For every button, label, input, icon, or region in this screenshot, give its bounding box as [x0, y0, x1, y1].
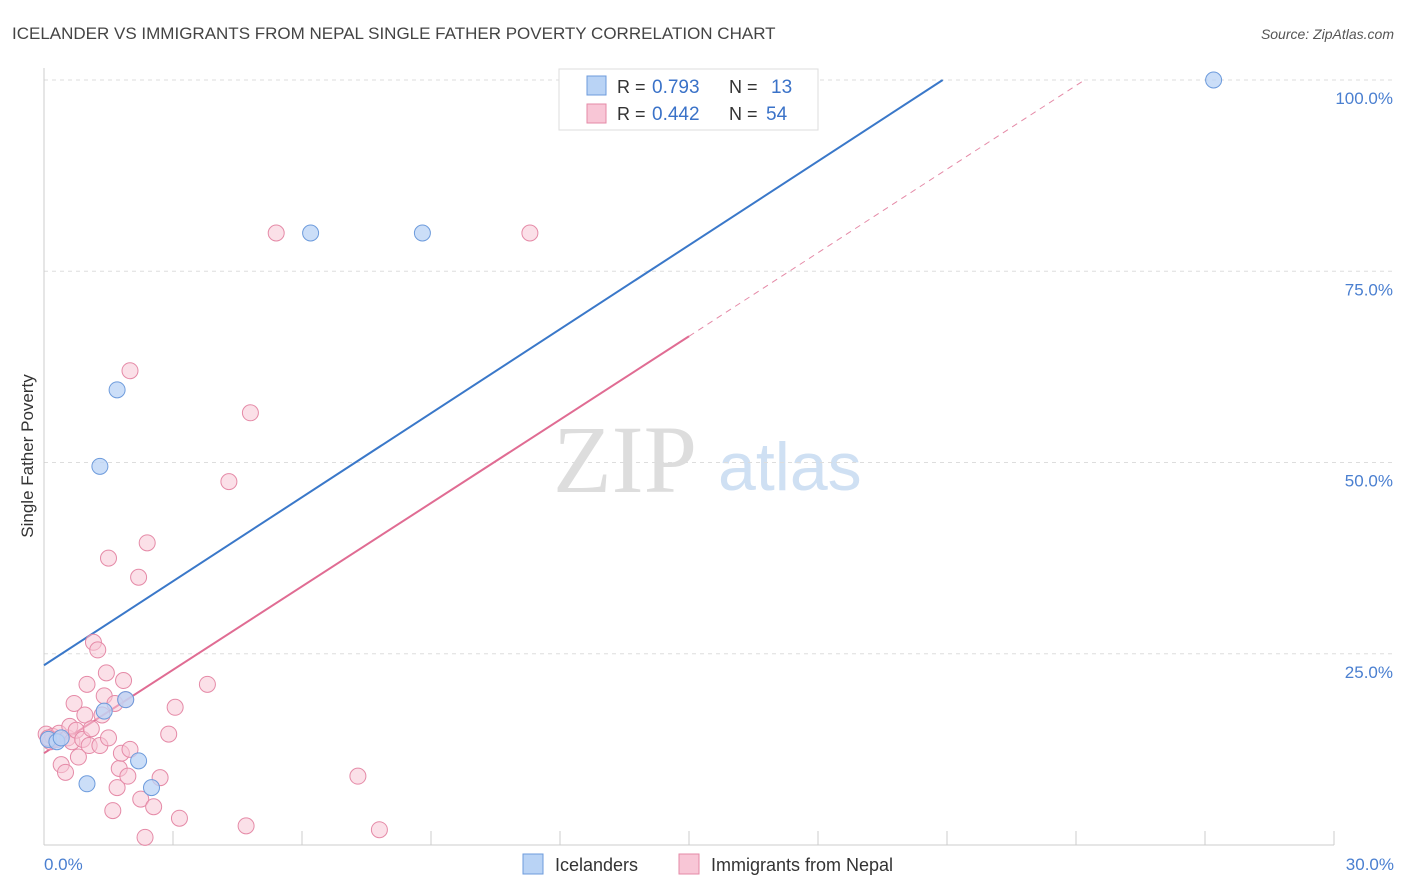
data-points [37, 71, 1223, 846]
point-nepal [57, 763, 74, 781]
legend-n-label: N = [729, 77, 758, 97]
y-axis-label: Single Father Poverty [18, 374, 37, 538]
legend-swatch-nepal [586, 103, 607, 124]
point-nepal [104, 802, 122, 820]
y-tick-label: 75.0% [1345, 280, 1393, 299]
point-nepal [237, 817, 255, 835]
point-nepal [121, 362, 139, 380]
y-tick-labels: 25.0% 50.0% 75.0% 100.0% [1335, 89, 1393, 682]
trend-lines [43, 79, 1085, 755]
point-icelanders [413, 224, 431, 242]
point-nepal [241, 404, 259, 422]
point-nepal [166, 698, 184, 716]
point-nepal [521, 224, 539, 242]
legend-r-value-icelanders: 0.793 [652, 77, 700, 98]
point-icelanders [302, 224, 320, 242]
point-nepal [170, 809, 188, 827]
point-nepal [97, 664, 115, 682]
point-nepal [132, 790, 150, 808]
point-nepal [349, 767, 367, 785]
chart-title: ICELANDER VS IMMIGRANTS FROM NEPAL SINGL… [12, 24, 776, 43]
point-icelanders [143, 779, 160, 797]
point-icelanders [108, 381, 126, 399]
point-nepal [119, 767, 137, 785]
point-nepal [198, 675, 216, 693]
point-nepal [65, 694, 83, 712]
watermark-atlas: atlas [718, 429, 862, 505]
legend-r-value-nepal: 0.442 [652, 104, 700, 125]
legend-swatch-icelanders [586, 75, 607, 96]
legend-swatch-icelanders-bottom [522, 853, 544, 875]
point-nepal [78, 675, 96, 693]
point-nepal [160, 725, 178, 743]
y-tick-label: 25.0% [1345, 663, 1393, 682]
legend-n-value-icelanders: 13 [771, 77, 792, 98]
watermark: ZIP atlas [553, 406, 862, 513]
point-icelanders [52, 729, 70, 747]
legend-label-icelanders: Icelanders [555, 855, 638, 875]
x-tick-label-max: 30.0% [1346, 855, 1394, 874]
source-label: Source: ZipAtlas.com [1261, 26, 1394, 42]
point-nepal [220, 473, 238, 491]
point-icelanders [1205, 71, 1223, 89]
series-legend: Icelanders Immigrants from Nepal [522, 853, 893, 875]
point-nepal [108, 779, 126, 797]
point-nepal [100, 549, 117, 567]
point-nepal [136, 828, 154, 846]
point-icelanders [130, 752, 148, 770]
trend-line-icelanders [43, 79, 944, 667]
point-icelanders [78, 775, 96, 793]
point-nepal [76, 706, 94, 724]
point-nepal [89, 641, 107, 659]
point-nepal [130, 568, 148, 586]
point-icelanders [91, 457, 109, 475]
legend-n-label: N = [729, 104, 758, 124]
point-icelanders [117, 691, 135, 709]
point-nepal [69, 748, 87, 766]
point-nepal [145, 798, 163, 816]
point-nepal [121, 740, 139, 758]
point-nepal [115, 672, 133, 690]
point-nepal [100, 729, 117, 747]
legend-n-value-nepal: 54 [766, 104, 788, 125]
legend-r-label: R = [617, 104, 646, 124]
y-tick-label: 100.0% [1335, 89, 1393, 108]
point-nepal [267, 224, 285, 242]
legend-label-nepal: Immigrants from Nepal [711, 855, 893, 875]
legend-swatch-nepal-bottom [678, 853, 700, 875]
point-nepal [82, 720, 100, 738]
legend-r-label: R = [617, 77, 646, 97]
point-icelanders [95, 702, 113, 720]
x-ticks [43, 831, 1335, 845]
watermark-zip: ZIP [553, 406, 697, 513]
trend-line-nepal-extension [688, 79, 1085, 337]
correlation-legend: R = 0.793 N = 13 R = 0.442 N = 54 [558, 68, 819, 131]
y-tick-label: 50.0% [1345, 472, 1393, 491]
gridlines [44, 79, 1394, 655]
trend-line-nepal [43, 335, 690, 755]
x-tick-label-min: 0.0% [44, 855, 83, 874]
point-nepal [138, 534, 156, 552]
point-nepal [370, 821, 388, 839]
